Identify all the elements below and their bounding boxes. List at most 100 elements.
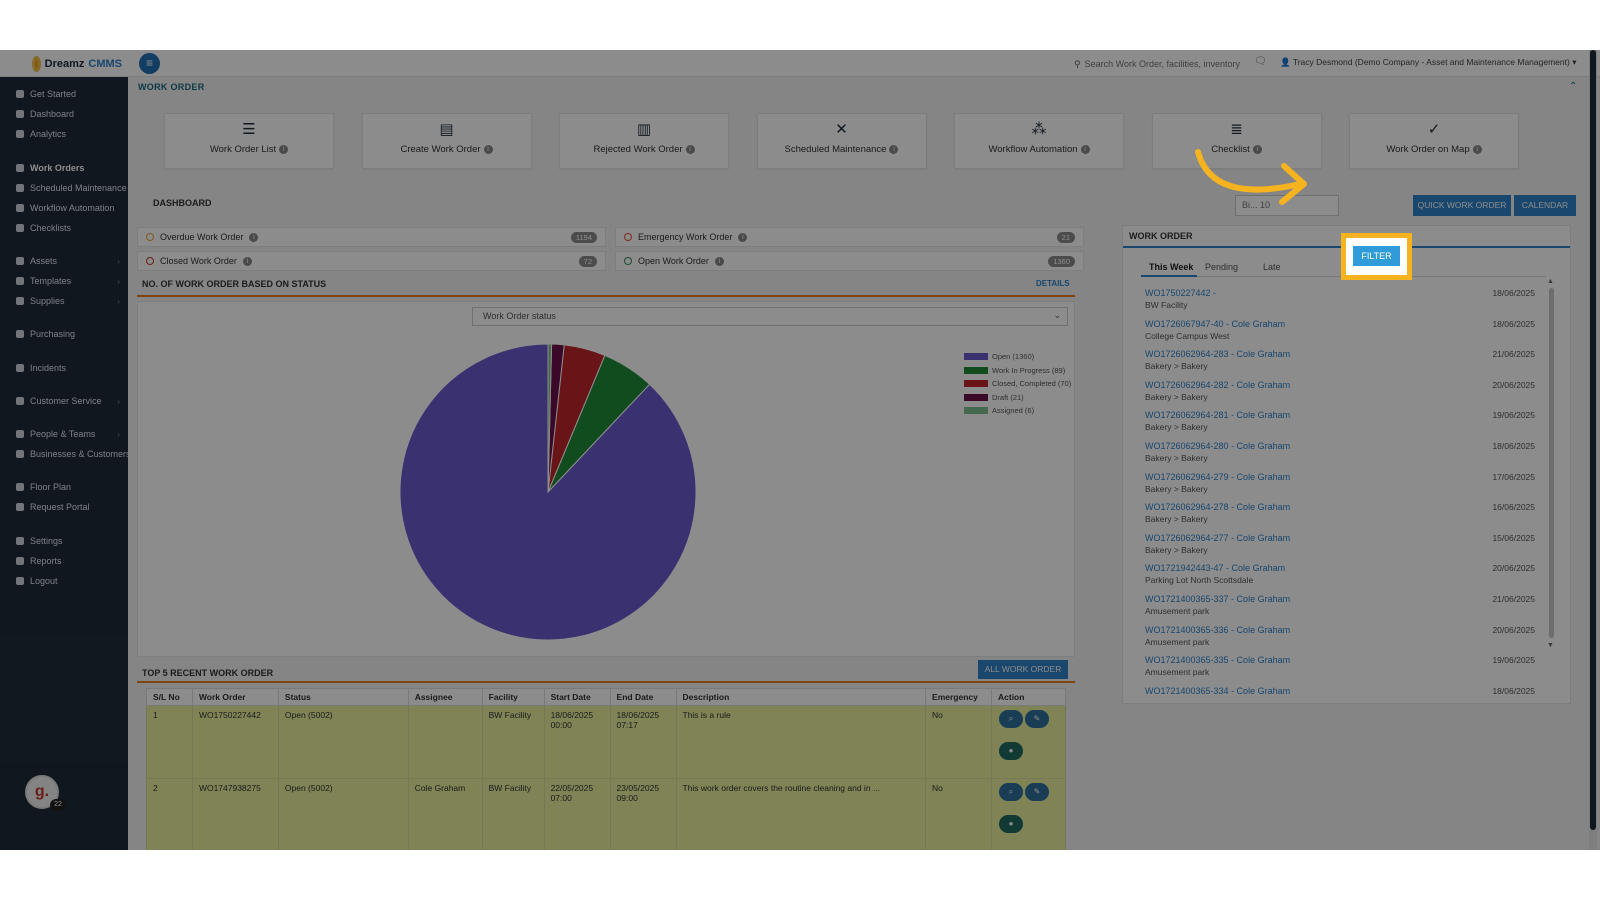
comment-icon[interactable]: ● bbox=[999, 742, 1023, 760]
stat-emergency-work-order[interactable]: Emergency Work Order i 21 bbox=[615, 227, 1084, 247]
work-order-link[interactable]: WO1726062964-282 - Cole Graham bbox=[1145, 379, 1291, 390]
view-icon[interactable]: ⌕ bbox=[999, 783, 1023, 801]
tile-scheduled-maintenance[interactable]: ✕ Scheduled Maintenance i bbox=[756, 113, 927, 169]
view-icon[interactable]: ⌕ bbox=[999, 710, 1023, 728]
sidebar-item-checklists[interactable]: Checklists bbox=[0, 219, 128, 237]
tile-checklist[interactable]: ≣ Checklist i bbox=[1151, 113, 1322, 169]
sidebar-item-floor-plan[interactable]: Floor Plan bbox=[0, 478, 128, 496]
collapse-icon[interactable]: ⌃ bbox=[1569, 81, 1578, 92]
info-icon[interactable]: i bbox=[738, 232, 748, 242]
sidebar-item-analytics[interactable]: Analytics bbox=[0, 125, 128, 143]
work-order-link[interactable]: WO1726062964-278 - Cole Graham bbox=[1145, 502, 1291, 513]
sidebar-item-reports[interactable]: Reports bbox=[0, 552, 128, 570]
info-icon[interactable]: i bbox=[242, 256, 252, 266]
work-order-link[interactable]: WO1721400365-335 - Cole Graham bbox=[1145, 655, 1291, 666]
list-item[interactable]: WO1726067947-40 - Cole Graham College Cam… bbox=[1145, 319, 1535, 349]
info-icon[interactable]: i bbox=[249, 232, 259, 242]
work-order-link[interactable]: WO1726062964-279 - Cole Graham bbox=[1145, 471, 1291, 482]
work-order-link[interactable]: WO1726062964-277 - Cole Graham bbox=[1145, 532, 1291, 543]
work-order-link[interactable]: WO1726062964-283 - Cole Graham bbox=[1145, 349, 1291, 360]
sidebar-item-templates[interactable]: Templates › bbox=[0, 272, 128, 290]
legend-item[interactable]: Draft (21) bbox=[964, 391, 1071, 405]
sidebar-item-work-orders[interactable]: Work Orders bbox=[0, 159, 128, 177]
list-item[interactable]: WO1750227442 - BW Facility 18/06/2025 bbox=[1145, 288, 1535, 318]
info-icon[interactable]: i bbox=[1472, 144, 1482, 154]
info-icon[interactable]: i bbox=[889, 144, 899, 154]
comment-icon[interactable]: ● bbox=[999, 815, 1023, 833]
pie-slice-assigned[interactable] bbox=[547, 343, 553, 493]
list-item[interactable]: WO1726062964-278 - Cole Graham Bakery > B… bbox=[1145, 502, 1535, 532]
avatar[interactable]: g. bbox=[25, 775, 59, 809]
legend-item[interactable]: Assigned (6) bbox=[964, 404, 1071, 418]
list-item[interactable]: WO1726062964-281 - Cole Graham Bakery > B… bbox=[1145, 410, 1535, 440]
tile-rejected-work-order[interactable]: ▥ Rejected Work Order i bbox=[559, 113, 729, 169]
sidebar-item-workflow-automation[interactable]: Workflow Automation bbox=[0, 199, 128, 217]
work-order-link[interactable]: WO1726062964-280 - Cole Graham bbox=[1145, 441, 1291, 451]
user-menu[interactable]: 👤 Tracy Desmond (Demo Company - Asset an… bbox=[1280, 57, 1576, 68]
table-row[interactable]: 2 WO1747938275 Open (5002) Cole Graham BW Fa… bbox=[146, 778, 1066, 850]
sidebar-item-scheduled-maintenance[interactable]: Scheduled Maintenance bbox=[0, 179, 128, 197]
tab-late[interactable]: Late bbox=[1263, 262, 1281, 272]
legend-item[interactable]: Work In Progress (89) bbox=[964, 364, 1071, 378]
details-link[interactable]: DETAILS bbox=[1036, 279, 1070, 288]
sidebar-item-assets[interactable]: Assets › bbox=[0, 252, 128, 270]
list-item[interactable]: WO1726062964-283 - Cole Graham Bakery > B… bbox=[1145, 349, 1535, 379]
work-order-list-scrollbar[interactable] bbox=[1549, 288, 1554, 638]
app-logo[interactable]: Dreamz CMMS bbox=[32, 55, 122, 72]
info-icon[interactable]: i bbox=[714, 256, 724, 266]
list-item[interactable]: WO1726062964-279 - Cole Graham Bakery > B… bbox=[1145, 472, 1535, 502]
list-item[interactable]: WO1726062964-282 - Cole Graham Bakery > B… bbox=[1145, 380, 1535, 410]
tab-this-week[interactable]: This Week bbox=[1149, 262, 1194, 272]
scroll-up-icon[interactable]: ▲ bbox=[1547, 278, 1554, 285]
sidebar-item-dashboard[interactable]: Dashboard bbox=[0, 105, 128, 123]
sidebar-item-settings[interactable]: Settings bbox=[0, 532, 128, 550]
scroll-down-icon[interactable]: ▼ bbox=[1547, 642, 1554, 649]
list-item[interactable]: WO1726062964-280 - Cole Graham Bakery > B… bbox=[1145, 441, 1535, 471]
search-input[interactable] bbox=[1084, 59, 1241, 69]
menu-toggle-button[interactable]: ≡ bbox=[139, 53, 160, 74]
list-item[interactable]: WO1721942443-47 - Cole Graham Parking Lot… bbox=[1145, 563, 1535, 593]
global-search[interactable]: ⚲ bbox=[1074, 56, 1246, 72]
info-icon[interactable]: i bbox=[279, 144, 289, 154]
quick-work-order-button[interactable]: QUICK WORK ORDER bbox=[1413, 195, 1511, 216]
tile-work-order-on-map[interactable]: ✓ Work Order on Map i bbox=[1349, 113, 1519, 169]
work-order-link[interactable]: WO1726067947-40 - Cole Graham bbox=[1145, 318, 1286, 329]
work-order-link[interactable]: WO1721942443-47 - Cole Graham bbox=[1145, 563, 1286, 574]
sidebar-item-request-portal[interactable]: Request Portal bbox=[0, 498, 128, 516]
sidebar-item-purchasing[interactable]: Purchasing bbox=[0, 325, 128, 343]
sidebar-item-businesses-customers[interactable]: Businesses & Customers › bbox=[0, 445, 131, 463]
page-scrollbar[interactable] bbox=[1590, 50, 1596, 830]
list-item[interactable]: WO1721400365-334 - Cole Graham 18/06/2025 bbox=[1145, 686, 1535, 716]
work-order-link[interactable]: WO1750227442 - bbox=[1145, 288, 1217, 298]
work-order-link[interactable]: WO1721400365-336 - Cole Graham bbox=[1145, 624, 1291, 635]
list-item[interactable]: WO1721400365-335 - Cole Graham Amusement … bbox=[1145, 655, 1535, 685]
list-item[interactable]: WO1721400365-336 - Cole Graham Amusement … bbox=[1145, 625, 1535, 655]
stat-closed-work-order[interactable]: Closed Work Order i 72 bbox=[137, 251, 606, 271]
tile-work-order-list[interactable]: ☰ Work Order List i bbox=[164, 113, 334, 169]
filter-button[interactable]: FILTER bbox=[1353, 246, 1400, 266]
stat-overdue-work-order[interactable]: Overdue Work Order i 1194 bbox=[137, 227, 606, 247]
work-order-link[interactable]: WO1721400365-334 - Cole Graham bbox=[1145, 685, 1291, 696]
sidebar-item-people-teams[interactable]: People & Teams › bbox=[0, 425, 128, 443]
sidebar-item-incidents[interactable]: Incidents bbox=[0, 359, 128, 377]
sidebar-item-get-started[interactable]: Get Started bbox=[0, 85, 128, 103]
table-row[interactable]: 1 WO1750227442 Open (5002) BW Facility 18/06… bbox=[146, 705, 1066, 779]
info-icon[interactable]: i bbox=[483, 144, 493, 154]
edit-icon[interactable]: ✎ bbox=[1025, 710, 1049, 728]
legend-item[interactable]: Closed, Completed (70) bbox=[964, 377, 1071, 391]
all-work-order-button[interactable]: ALL WORK ORDER bbox=[978, 660, 1068, 679]
status-select[interactable]: Work Order status ⌄ bbox=[472, 307, 1068, 326]
stat-open-work-order[interactable]: Open Work Order i 1360 bbox=[615, 251, 1084, 271]
edit-icon[interactable]: ✎ bbox=[1025, 783, 1049, 801]
info-icon[interactable]: i bbox=[1252, 144, 1262, 154]
list-item[interactable]: WO1726062964-277 - Cole Graham Bakery > B… bbox=[1145, 533, 1535, 563]
sidebar-item-logout[interactable]: Logout bbox=[0, 572, 128, 590]
sidebar-item-customer-service[interactable]: Customer Service › bbox=[0, 392, 128, 410]
sidebar-item-supplies[interactable]: Supplies › bbox=[0, 292, 128, 310]
list-item[interactable]: WO1721400365-337 - Cole Graham Amusement … bbox=[1145, 594, 1535, 624]
tile-workflow-automation[interactable]: ⁂ Workflow Automation i bbox=[954, 113, 1124, 169]
work-order-link[interactable]: WO1721400365-337 - Cole Graham bbox=[1145, 594, 1291, 604]
tab-pending[interactable]: Pending bbox=[1205, 262, 1239, 272]
tile-create-work-order[interactable]: ▤ Create Work Order i bbox=[361, 113, 532, 169]
messages-icon[interactable]: 🗨 bbox=[1254, 56, 1267, 67]
